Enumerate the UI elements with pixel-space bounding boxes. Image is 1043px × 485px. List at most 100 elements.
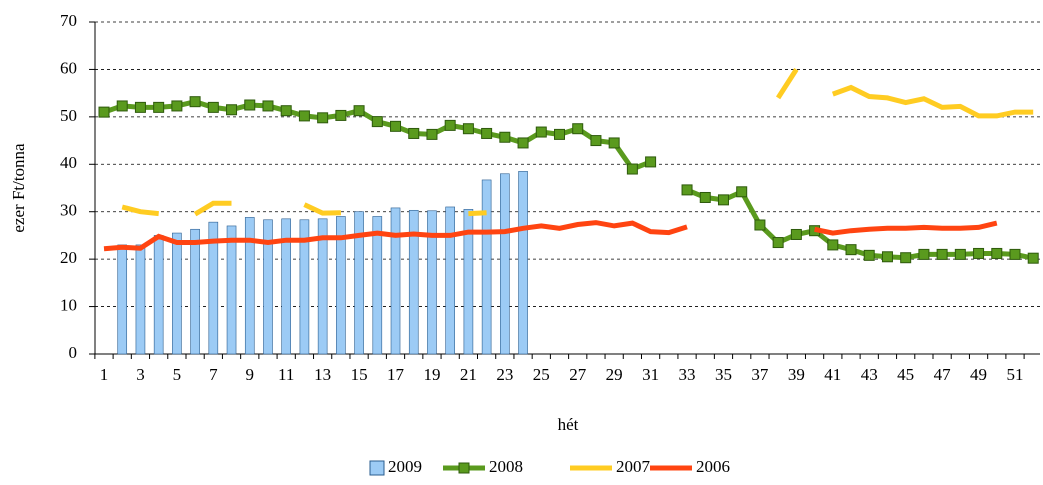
x-tick-label: 17 [387, 365, 405, 384]
bar [427, 210, 437, 355]
x-tick-label: 41 [824, 365, 841, 384]
marker [554, 128, 565, 140]
marker [317, 112, 329, 124]
line [103, 99, 1034, 261]
marker [772, 237, 784, 249]
x-tick-label: 43 [861, 365, 878, 384]
bar [445, 206, 455, 355]
marker [918, 248, 930, 260]
marker [244, 99, 256, 111]
marker [517, 137, 529, 149]
x-tick-label: 39 [788, 365, 805, 384]
marker [426, 128, 438, 140]
marker [1009, 248, 1021, 260]
bar [500, 173, 510, 355]
bar [518, 171, 528, 355]
x-tick-label: 7 [209, 365, 218, 384]
legend-label: 2007 [616, 457, 651, 476]
x-tick-label: 33 [679, 365, 696, 384]
x-tick-label: 23 [496, 365, 513, 384]
bar [244, 217, 255, 355]
bar [317, 218, 328, 355]
bar [354, 211, 364, 355]
y-tick-label: 50 [60, 106, 77, 125]
x-tick-label: 15 [351, 365, 368, 384]
x-axis-label: hét [558, 415, 579, 434]
marker [408, 127, 420, 139]
marker [353, 105, 365, 117]
x-tick-label: 11 [278, 365, 294, 384]
marker [298, 110, 310, 122]
legend-marker [458, 462, 470, 474]
marker [790, 228, 802, 240]
marker [390, 120, 402, 132]
marker [590, 135, 602, 147]
marker [699, 191, 711, 203]
y-tick-label: 0 [69, 343, 78, 362]
legend-label: 2008 [489, 457, 523, 476]
x-tick-label: 1 [100, 365, 109, 384]
bar [135, 244, 146, 355]
x-tick-label: 25 [533, 365, 550, 384]
legend-label: 2009 [388, 457, 422, 476]
x-tick-label: 45 [897, 365, 914, 384]
bar [226, 225, 237, 355]
marker [863, 249, 875, 261]
marker [134, 101, 146, 113]
marker [262, 100, 274, 112]
marker [1027, 252, 1039, 264]
line [103, 220, 998, 252]
y-tick-label: 20 [60, 248, 77, 267]
bar [263, 219, 273, 355]
marker [717, 194, 729, 206]
marker [116, 100, 128, 112]
bar [372, 216, 383, 355]
marker [973, 247, 985, 259]
marker [881, 251, 893, 263]
marker [335, 109, 347, 121]
marker [827, 239, 839, 251]
marker [499, 131, 511, 143]
y-axis-label: ezer Ft/tonna [9, 143, 28, 233]
x-tick-label: 13 [314, 365, 331, 384]
marker [153, 101, 165, 113]
marker [645, 156, 657, 168]
marker [171, 100, 183, 112]
x-tick-label: 31 [642, 365, 659, 384]
bar [390, 207, 401, 355]
marker [226, 104, 238, 116]
marker [626, 163, 638, 175]
marker [189, 96, 201, 108]
marker [754, 219, 766, 231]
legend-swatch [369, 460, 385, 476]
x-tick-label: 29 [606, 365, 623, 384]
y-tick-label: 60 [60, 58, 77, 77]
x-tick-label: 9 [246, 365, 255, 384]
legend-label: 2006 [696, 457, 730, 476]
marker [736, 186, 748, 198]
bar [172, 232, 182, 355]
bar [117, 244, 128, 355]
marker [845, 244, 857, 256]
marker [280, 105, 292, 117]
bar [153, 235, 164, 355]
marker [462, 123, 474, 135]
x-tick-label: 47 [934, 365, 952, 384]
line [121, 68, 1034, 217]
marker [98, 106, 110, 118]
marker [444, 119, 456, 131]
marker [900, 252, 912, 264]
x-tick-label: 37 [751, 365, 769, 384]
bar [463, 209, 474, 355]
marker [991, 247, 1003, 259]
x-tick-label: 27 [569, 365, 587, 384]
bar [481, 179, 492, 355]
marker [572, 123, 584, 135]
y-tick-label: 70 [60, 11, 77, 30]
y-tick-label: 10 [60, 295, 77, 314]
x-tick-label: 21 [460, 365, 477, 384]
marker [954, 248, 966, 260]
marker [481, 127, 493, 139]
bar [299, 219, 310, 355]
